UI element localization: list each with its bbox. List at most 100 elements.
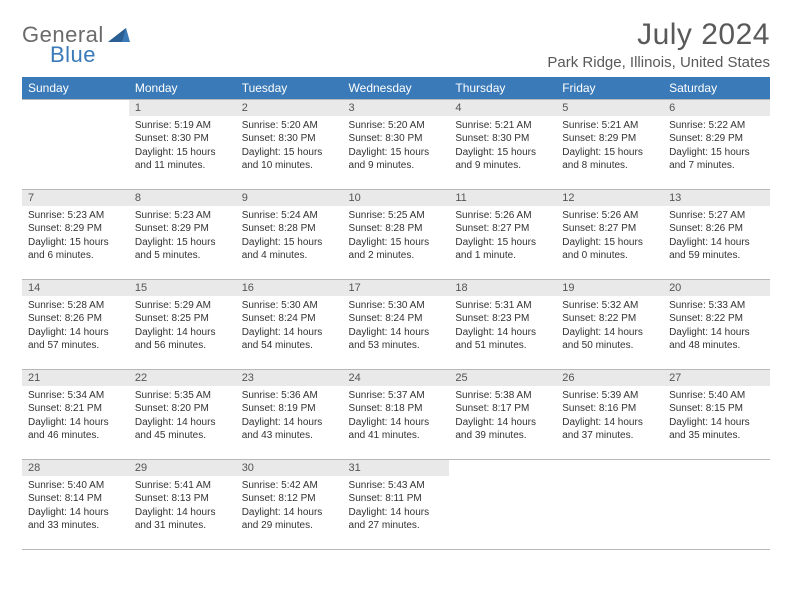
day-content-cell: Sunrise: 5:20 AMSunset: 8:30 PMDaylight:… [236,116,343,190]
weekday-header: Wednesday [343,77,450,100]
location: Park Ridge, Illinois, United States [547,54,770,71]
sunset-line: Sunset: 8:15 PM [669,402,764,416]
weekday-header: Saturday [663,77,770,100]
sunset-line: Sunset: 8:29 PM [28,222,123,236]
sunset-line: Sunset: 8:21 PM [28,402,123,416]
sunrise-line: Sunrise: 5:36 AM [242,389,337,403]
sunset-line: Sunset: 8:28 PM [349,222,444,236]
day-content-cell: Sunrise: 5:42 AMSunset: 8:12 PMDaylight:… [236,476,343,550]
day-number-cell: 30 [236,460,343,476]
day-number-cell: 8 [129,190,236,206]
daylight-line: Daylight: 14 hours and 53 minutes. [349,326,444,353]
sunset-line: Sunset: 8:29 PM [669,132,764,146]
sunset-line: Sunset: 8:16 PM [562,402,657,416]
sunrise-line: Sunrise: 5:43 AM [349,479,444,493]
day-number-row: 14151617181920 [22,280,770,296]
sunrise-line: Sunrise: 5:27 AM [669,209,764,223]
day-number-cell [663,460,770,476]
daylight-line: Daylight: 14 hours and 37 minutes. [562,416,657,443]
weekday-header-row: SundayMondayTuesdayWednesdayThursdayFrid… [22,77,770,100]
day-number-cell: 17 [343,280,450,296]
sunset-line: Sunset: 8:26 PM [669,222,764,236]
day-number-cell: 2 [236,100,343,116]
day-number-cell: 15 [129,280,236,296]
sunrise-line: Sunrise: 5:31 AM [455,299,550,313]
sunrise-line: Sunrise: 5:26 AM [562,209,657,223]
sunrise-line: Sunrise: 5:19 AM [135,119,230,133]
day-content-cell: Sunrise: 5:21 AMSunset: 8:30 PMDaylight:… [449,116,556,190]
daylight-line: Daylight: 15 hours and 4 minutes. [242,236,337,263]
daylight-line: Daylight: 14 hours and 54 minutes. [242,326,337,353]
day-content-row: Sunrise: 5:28 AMSunset: 8:26 PMDaylight:… [22,296,770,370]
day-content-cell: Sunrise: 5:37 AMSunset: 8:18 PMDaylight:… [343,386,450,460]
day-number-row: 21222324252627 [22,370,770,386]
daylight-line: Daylight: 15 hours and 0 minutes. [562,236,657,263]
day-content-cell [449,476,556,550]
day-content-cell: Sunrise: 5:26 AMSunset: 8:27 PMDaylight:… [556,206,663,280]
day-number-cell: 31 [343,460,450,476]
daylight-line: Daylight: 15 hours and 5 minutes. [135,236,230,263]
sunrise-line: Sunrise: 5:40 AM [28,479,123,493]
day-content-cell: Sunrise: 5:32 AMSunset: 8:22 PMDaylight:… [556,296,663,370]
logo: General Blue [22,22,130,68]
day-number-row: 123456 [22,100,770,116]
day-number-cell: 21 [22,370,129,386]
sunset-line: Sunset: 8:24 PM [349,312,444,326]
day-content-cell: Sunrise: 5:22 AMSunset: 8:29 PMDaylight:… [663,116,770,190]
sunrise-line: Sunrise: 5:28 AM [28,299,123,313]
daylight-line: Daylight: 14 hours and 59 minutes. [669,236,764,263]
day-content-cell: Sunrise: 5:24 AMSunset: 8:28 PMDaylight:… [236,206,343,280]
sunrise-line: Sunrise: 5:39 AM [562,389,657,403]
day-content-row: Sunrise: 5:40 AMSunset: 8:14 PMDaylight:… [22,476,770,550]
day-content-cell: Sunrise: 5:43 AMSunset: 8:11 PMDaylight:… [343,476,450,550]
sunset-line: Sunset: 8:22 PM [669,312,764,326]
sunrise-line: Sunrise: 5:35 AM [135,389,230,403]
day-number-cell: 14 [22,280,129,296]
sunset-line: Sunset: 8:30 PM [135,132,230,146]
sunrise-line: Sunrise: 5:41 AM [135,479,230,493]
daylight-line: Daylight: 14 hours and 27 minutes. [349,506,444,533]
day-number-cell: 9 [236,190,343,206]
header: General Blue July 2024 Park Ridge, Illin… [22,18,770,71]
day-number-cell: 13 [663,190,770,206]
daylight-line: Daylight: 14 hours and 39 minutes. [455,416,550,443]
day-content-cell: Sunrise: 5:20 AMSunset: 8:30 PMDaylight:… [343,116,450,190]
sunrise-line: Sunrise: 5:30 AM [242,299,337,313]
sunset-line: Sunset: 8:29 PM [135,222,230,236]
day-number-row: 78910111213 [22,190,770,206]
sunrise-line: Sunrise: 5:34 AM [28,389,123,403]
day-number-cell: 10 [343,190,450,206]
day-content-cell: Sunrise: 5:39 AMSunset: 8:16 PMDaylight:… [556,386,663,460]
day-number-cell [556,460,663,476]
month-title: July 2024 [547,18,770,52]
sunrise-line: Sunrise: 5:40 AM [669,389,764,403]
sunset-line: Sunset: 8:27 PM [562,222,657,236]
daylight-line: Daylight: 14 hours and 46 minutes. [28,416,123,443]
day-number-cell: 23 [236,370,343,386]
sunset-line: Sunset: 8:29 PM [562,132,657,146]
sunset-line: Sunset: 8:17 PM [455,402,550,416]
sunset-line: Sunset: 8:23 PM [455,312,550,326]
weekday-header: Thursday [449,77,556,100]
sunrise-line: Sunrise: 5:33 AM [669,299,764,313]
day-content-cell: Sunrise: 5:40 AMSunset: 8:14 PMDaylight:… [22,476,129,550]
day-content-row: Sunrise: 5:19 AMSunset: 8:30 PM Daylight:… [22,116,770,190]
day-number-cell: 26 [556,370,663,386]
day-number-cell: 29 [129,460,236,476]
day-content-cell: Sunrise: 5:38 AMSunset: 8:17 PMDaylight:… [449,386,556,460]
day-content-cell: Sunrise: 5:36 AMSunset: 8:19 PMDaylight:… [236,386,343,460]
day-content-cell: Sunrise: 5:34 AMSunset: 8:21 PMDaylight:… [22,386,129,460]
day-number-cell: 27 [663,370,770,386]
day-number-cell: 4 [449,100,556,116]
daylight-line: Daylight: 15 hours and 7 minutes. [669,146,764,173]
daylight-line: Daylight: 15 hours and 10 minutes. [242,146,337,173]
day-content-cell: Sunrise: 5:31 AMSunset: 8:23 PMDaylight:… [449,296,556,370]
sunrise-line: Sunrise: 5:21 AM [562,119,657,133]
day-number-cell: 24 [343,370,450,386]
day-content-cell [556,476,663,550]
day-number-cell: 16 [236,280,343,296]
daylight-line: Daylight: 14 hours and 33 minutes. [28,506,123,533]
daylight-line: Daylight: 14 hours and 51 minutes. [455,326,550,353]
sunrise-line: Sunrise: 5:22 AM [669,119,764,133]
day-content-cell: Sunrise: 5:35 AMSunset: 8:20 PMDaylight:… [129,386,236,460]
